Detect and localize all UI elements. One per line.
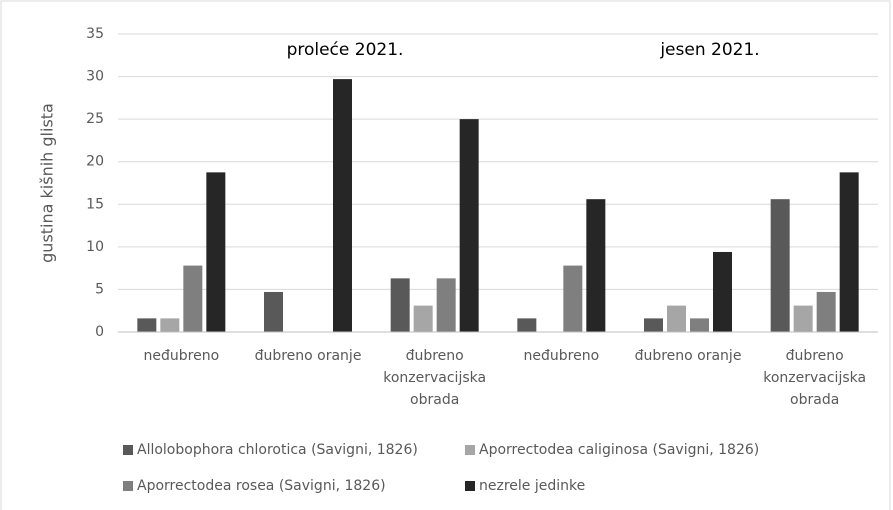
y-tick-label: 0: [95, 324, 104, 340]
bar: [816, 291, 836, 332]
legend-swatch: [465, 445, 475, 455]
legend-swatch: [123, 445, 133, 455]
legend-label: Aporrectodea caliginosa (Savigni, 1826): [479, 442, 759, 458]
y-tick-label: 30: [86, 69, 104, 85]
bar: [390, 278, 410, 332]
bar: [770, 199, 790, 332]
legend-label: Allolobophora chlorotica (Savigni, 1826): [137, 442, 418, 458]
bar: [793, 305, 813, 332]
bar: [644, 318, 663, 332]
x-tick-label: đubreno konzervacijska obrada: [763, 348, 866, 408]
x-tick-label: neđubreno: [524, 348, 600, 364]
bar: [413, 305, 433, 332]
y-axis-label: gustina kišnih glista: [38, 103, 57, 263]
bar: [264, 291, 283, 332]
legend-swatch: [123, 481, 133, 491]
y-tick-label: 10: [86, 239, 104, 255]
bar: [713, 251, 732, 332]
y-tick-label: 25: [86, 111, 104, 127]
bar: [459, 119, 479, 333]
y-tick-label: 15: [86, 196, 104, 212]
y-tick-label: 5: [95, 281, 104, 297]
y-tick-label: 35: [86, 26, 104, 42]
bar: [183, 265, 203, 332]
bar: [160, 318, 180, 332]
bar: [206, 172, 226, 332]
bar: [586, 199, 606, 332]
bar: [563, 265, 583, 332]
bar: [436, 278, 456, 332]
bar: [333, 79, 352, 332]
annotation: proleće 2021.: [287, 40, 404, 60]
x-tick-label: đubreno oranje: [255, 348, 362, 364]
annotation: jesen 2021.: [659, 40, 759, 60]
legend-swatch: [465, 481, 475, 491]
x-tick-label: đubreno oranje: [635, 348, 742, 364]
y-tick-label: 20: [86, 154, 104, 170]
bar: [690, 318, 709, 332]
legend-label: Aporrectodea rosea (Savigni, 1826): [137, 478, 386, 494]
bar: [667, 305, 686, 332]
bar: [517, 318, 537, 332]
x-tick-label: đubreno konzervacijska obrada: [383, 348, 486, 408]
legend-label: nezrele jedinke: [479, 478, 585, 494]
bar: [839, 172, 859, 332]
x-tick-label: neđubreno: [144, 348, 220, 364]
bar: [137, 318, 157, 332]
